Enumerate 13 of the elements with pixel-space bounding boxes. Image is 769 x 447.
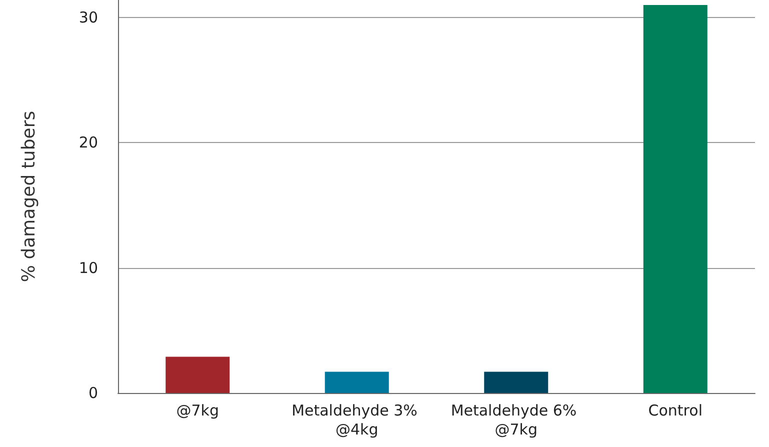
x-tick-label: Metaldehyde 3% @4kg — [292, 402, 422, 438]
x-tick-label: Control — [648, 402, 702, 420]
x-tick-label: Metaldehyde 6% @7kg — [450, 402, 582, 438]
bar — [643, 5, 708, 393]
x-tick-label: @7kg — [176, 402, 220, 420]
y-tick-label: 20 — [78, 134, 98, 152]
y-tick-label: 30 — [78, 8, 98, 27]
bar — [324, 372, 389, 393]
bar — [484, 372, 548, 393]
y-tick-label: 0 — [88, 384, 98, 402]
bar — [166, 356, 230, 393]
y-tick-label: 10 — [78, 258, 98, 277]
y-axis-title: % damaged tubers — [18, 110, 40, 282]
